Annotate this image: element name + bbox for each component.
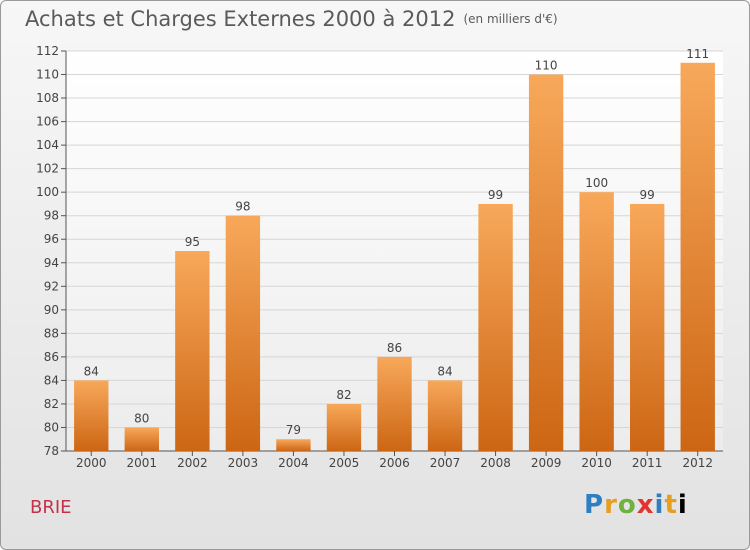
bar (377, 356, 412, 451)
data-label: 99 (640, 188, 655, 202)
y-tick-label: 80 (44, 420, 59, 434)
bar (225, 215, 261, 451)
bar (630, 203, 665, 451)
data-label: 86 (387, 341, 402, 355)
y-tick-label: 100 (36, 185, 59, 199)
y-tick-label: 84 (44, 373, 59, 387)
y-tick-label: 102 (36, 162, 59, 176)
x-tick-label: 2009 (531, 456, 562, 470)
x-tick-label: 2012 (682, 456, 713, 470)
data-label: 100 (585, 176, 608, 190)
chart-title-text: Achats et Charges Externes 2000 à 2012 (25, 7, 456, 31)
chart-title: Achats et Charges Externes 2000 à 2012 (e… (25, 7, 558, 31)
y-tick-label: 112 (36, 44, 59, 58)
x-tick-label: 2003 (228, 456, 259, 470)
bar (124, 427, 159, 451)
data-label: 84 (437, 364, 452, 378)
bar (528, 74, 564, 451)
x-tick-label: 2008 (480, 456, 511, 470)
data-label: 82 (336, 388, 351, 402)
y-tick-label: 90 (44, 303, 59, 317)
data-label: 95 (185, 235, 200, 249)
y-tick-label: 96 (44, 232, 59, 246)
y-tick-label: 104 (36, 138, 59, 152)
y-tick-label: 94 (44, 256, 59, 270)
proxiti-logo: Proxiti (584, 490, 688, 520)
y-tick-label: 98 (44, 209, 59, 223)
bar (276, 439, 311, 451)
y-tick-label: 88 (44, 326, 59, 340)
bar (74, 380, 109, 451)
y-tick-label: 108 (36, 91, 59, 105)
y-tick-label: 110 (36, 68, 59, 82)
chart-unit: (en milliers d'€) (463, 12, 558, 26)
bar (326, 403, 362, 451)
place-name: BRIE (30, 497, 72, 518)
data-label: 79 (286, 423, 301, 437)
data-label: 98 (235, 200, 250, 214)
y-tick-label: 86 (44, 350, 59, 364)
data-label: 110 (535, 59, 558, 73)
bar (478, 203, 513, 451)
bar (579, 192, 614, 452)
y-tick-label: 92 (44, 279, 59, 293)
bar (680, 62, 715, 451)
data-label: 84 (84, 364, 99, 378)
x-tick-label: 2000 (76, 456, 107, 470)
bar (427, 380, 463, 451)
bar (175, 251, 210, 451)
y-tick-label: 106 (36, 115, 59, 129)
data-label: 99 (488, 188, 503, 202)
y-tick-label: 78 (44, 444, 59, 458)
x-tick-label: 2011 (632, 456, 663, 470)
x-tick-label: 2002 (177, 456, 208, 470)
data-label: 111 (686, 47, 709, 61)
x-tick-label: 2010 (581, 456, 612, 470)
x-tick-label: 2005 (329, 456, 360, 470)
x-tick-label: 2007 (430, 456, 461, 470)
x-tick-label: 2001 (127, 456, 158, 470)
x-tick-label: 2004 (278, 456, 309, 470)
x-tick-label: 2006 (379, 456, 410, 470)
data-label: 80 (134, 411, 149, 425)
y-tick-label: 82 (44, 397, 59, 411)
